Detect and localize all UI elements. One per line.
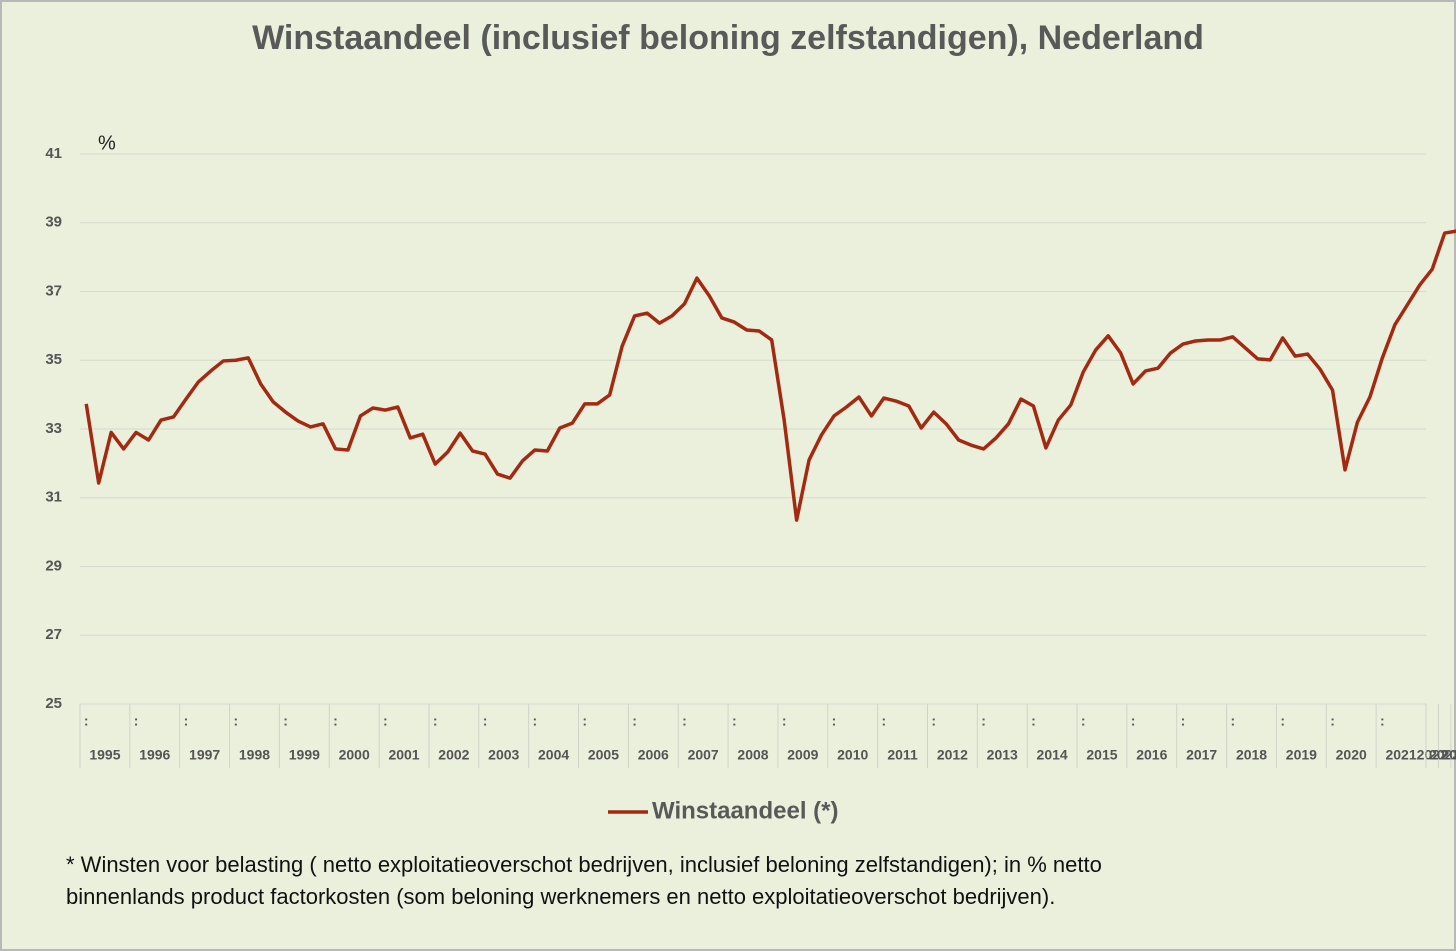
x-tick-label: :	[383, 713, 388, 729]
x-group-label: 2005	[588, 747, 619, 763]
x-tick-label: :	[981, 713, 986, 729]
x-group-label: 2010	[837, 747, 868, 763]
data-line	[84, 229, 1456, 522]
x-group-label: 2023	[1429, 747, 1456, 763]
x-tick-label: :	[483, 713, 488, 729]
x-group-label: 2025	[1454, 747, 1456, 763]
x-group-label: 2019	[1286, 747, 1317, 763]
chart-title: Winstaandeel (inclusief beloning zelfsta…	[252, 19, 1204, 57]
x-group-label: 2017	[1186, 747, 1217, 763]
x-group-label: 2000	[339, 747, 370, 763]
x-tick-label: :	[1131, 713, 1136, 729]
x-group-label: 1999	[289, 747, 320, 763]
x-tick-label: :	[1380, 713, 1385, 729]
x-tick-label: :	[882, 713, 887, 729]
x-tick-label: :	[533, 713, 538, 729]
y-tick-label: 35	[45, 351, 62, 368]
y-tick-label: 31	[45, 489, 62, 506]
x-group-label: 1997	[189, 747, 220, 763]
x-tick-label: :	[931, 713, 936, 729]
x-group-label: 2020	[1336, 747, 1367, 763]
x-group-label: 1995	[89, 747, 120, 763]
x-tick-label: :	[184, 713, 189, 729]
x-group-label: 2003	[488, 747, 519, 763]
x-tick-label: :	[283, 713, 288, 729]
x-group-label: 2011	[887, 747, 918, 763]
x-tick-label: :	[682, 713, 687, 729]
y-tick-label: 25	[45, 695, 62, 712]
y-tick-label: 39	[45, 214, 62, 231]
x-group-label: 2007	[688, 747, 719, 763]
x-tick-label: :	[782, 713, 787, 729]
x-tick-label: :	[1280, 713, 1285, 729]
x-group-label: 2006	[638, 747, 669, 763]
x-group-label: 1998	[239, 747, 270, 763]
x-tick-label: :	[433, 713, 438, 729]
x-group-label: 2001	[388, 747, 419, 763]
y-tick-label: 29	[45, 557, 62, 574]
x-group-label: 2021	[1385, 747, 1416, 763]
x-tick-label: :	[832, 713, 837, 729]
x-group-label: 2013	[987, 747, 1018, 763]
y-tick-label: 37	[45, 282, 62, 299]
footnote: * Winsten voor belasting ( netto exploit…	[66, 852, 1102, 877]
y-unit-label: %	[98, 132, 116, 154]
x-group-label: 2009	[787, 747, 818, 763]
x-group-label: 2002	[438, 747, 469, 763]
x-tick-label: :	[1031, 713, 1036, 729]
x-group-label: 1996	[139, 747, 170, 763]
y-tick-label: 41	[45, 145, 62, 162]
x-tick-label: :	[632, 713, 637, 729]
x-group-label: 2015	[1086, 747, 1117, 763]
x-tick-label: :	[84, 713, 89, 729]
x-group-label: 2012	[937, 747, 968, 763]
x-tick-label: :	[134, 713, 139, 729]
footnote: binnenlands product factorkosten (som be…	[66, 884, 1055, 909]
x-group-label: 2016	[1136, 747, 1167, 763]
y-tick-label: 33	[45, 420, 62, 437]
x-tick-label: :	[333, 713, 338, 729]
x-tick-label: :	[582, 713, 587, 729]
x-tick-label: :	[1181, 713, 1186, 729]
x-group-label: 2014	[1037, 747, 1068, 763]
y-tick-label: 27	[45, 626, 62, 643]
x-tick-label: :	[732, 713, 737, 729]
x-group-label: 2008	[737, 747, 768, 763]
x-tick-label: :	[1330, 713, 1335, 729]
x-group-label: 2018	[1236, 747, 1267, 763]
legend-label: Winstaandeel (*)	[652, 797, 838, 824]
x-group-label: 2022	[1417, 747, 1448, 763]
x-group-label: 2004	[538, 747, 569, 763]
x-tick-label: :	[233, 713, 238, 729]
x-tick-label: :	[1081, 713, 1086, 729]
x-group-label: 2024	[1442, 747, 1456, 763]
x-tick-label: :	[1230, 713, 1235, 729]
